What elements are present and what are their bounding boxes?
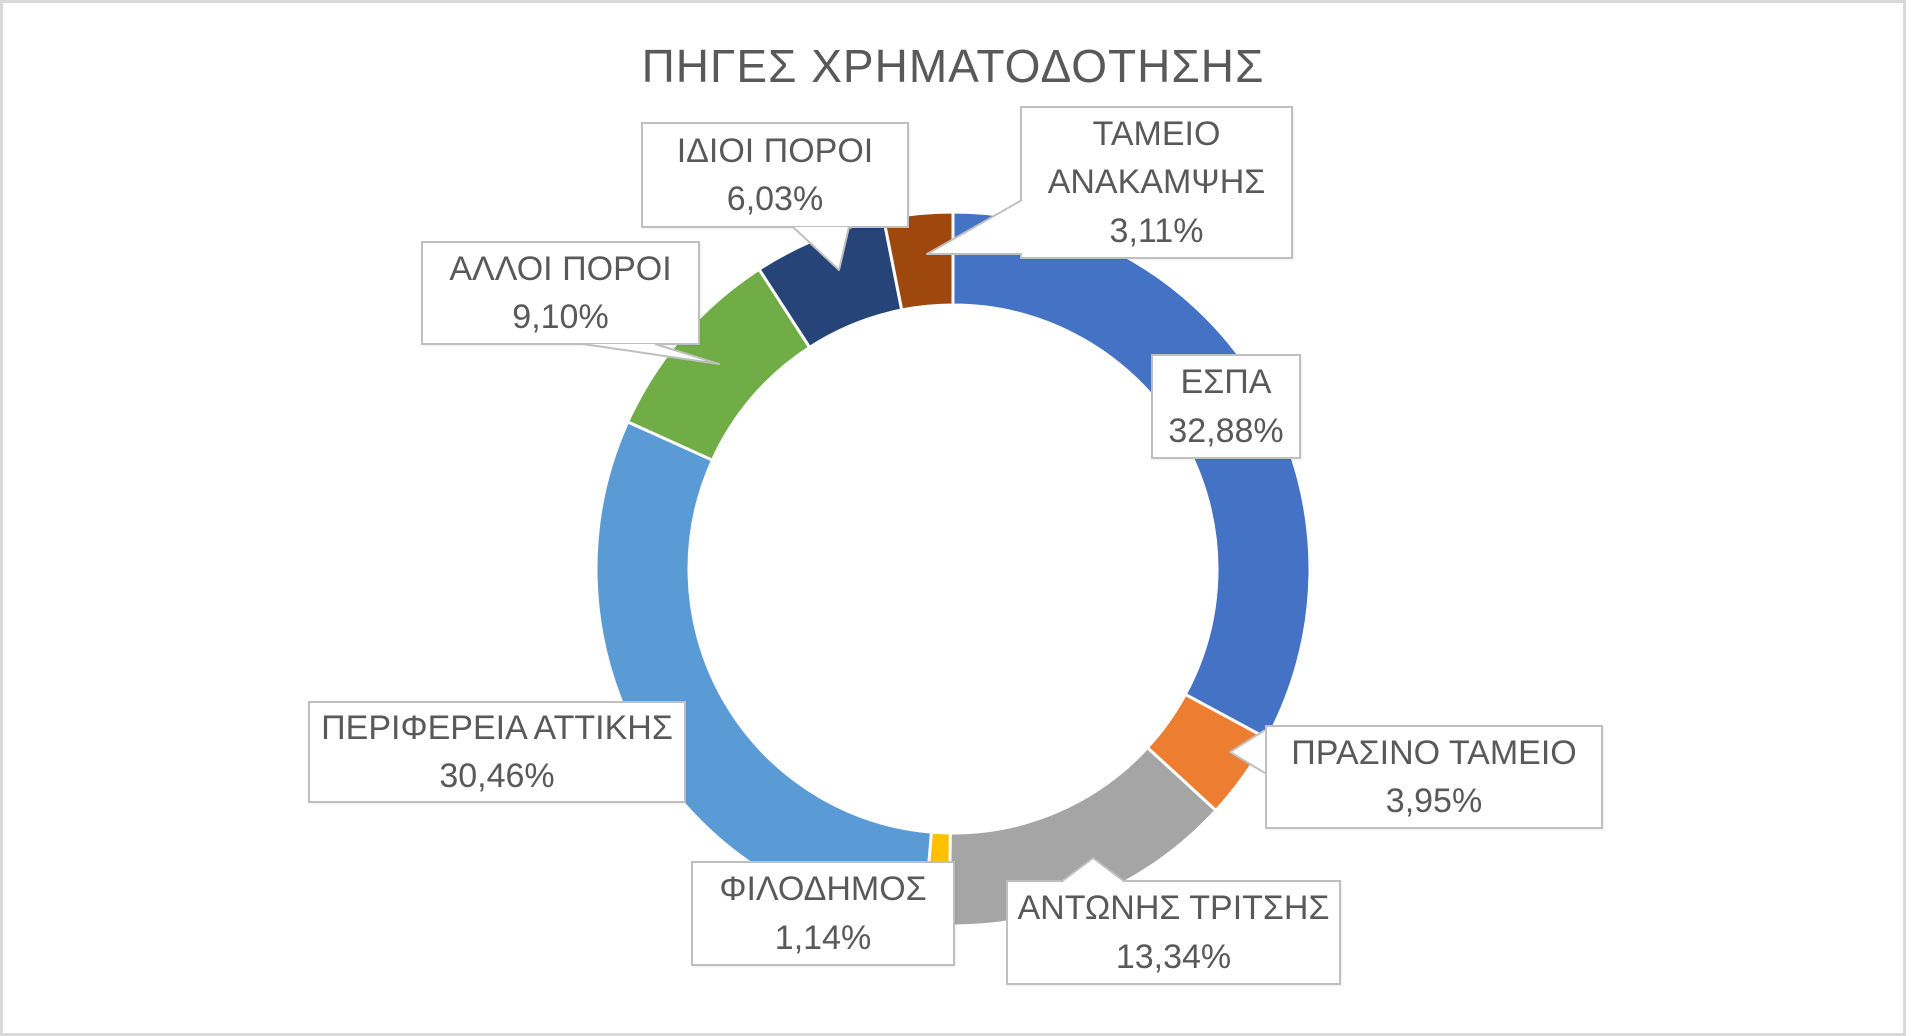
callout-label: ΑΝΑΚΑΜΨΗΣ bbox=[1047, 163, 1266, 202]
callout-label: ΠΡΑΣΙΝΟ ΤΑΜΕΙΟ bbox=[1291, 733, 1577, 772]
callout-espa[interactable]: ΕΣΠΑ 32,88% bbox=[1151, 354, 1301, 459]
callout-label: ΑΛΛΟΙ ΠΟΡΟΙ bbox=[449, 249, 672, 288]
callout-label: ΤΑΜΕΙΟ bbox=[1092, 115, 1221, 154]
slice-perifereia-attikis[interactable] bbox=[594, 419, 933, 927]
callout-antonis-tritsis[interactable]: ΑΝΤΩΝΗΣ ΤΡΙΤΣΗΣ 13,34% bbox=[1006, 880, 1341, 985]
callout-alloi-poroi[interactable]: ΑΛΛΟΙ ΠΟΡΟΙ 9,10% bbox=[421, 241, 700, 345]
callout-percent: 30,46% bbox=[439, 757, 555, 795]
callout-percent: 13,34% bbox=[1115, 937, 1232, 976]
callout-percent: 32,88% bbox=[1168, 411, 1284, 450]
callout-filodimos[interactable]: ΦΙΛΟΔΗΜΟΣ 1,14% bbox=[691, 861, 955, 966]
chart-title: ΠΗΓΕΣ ΧΡΗΜΑΤΟΔΟΤΗΣΗΣ bbox=[641, 40, 1265, 92]
callout-percent: 1,14% bbox=[774, 918, 872, 957]
callout-label: ΦΙΛΟΔΗΜΟΣ bbox=[719, 870, 927, 909]
callout-perifereia-attikis[interactable]: ΠΕΡΙΦΕΡΕΙΑ ΑΤΤΙΚΗΣ 30,46% bbox=[308, 701, 686, 803]
callout-percent: 3,95% bbox=[1385, 782, 1483, 820]
slice-espa[interactable] bbox=[951, 210, 1312, 741]
callout-label: ΠΕΡΙΦΕΡΕΙΑ ΑΤΤΙΚΗΣ bbox=[321, 708, 673, 747]
callout-idioi-poroi[interactable]: ΙΔΙΟΙ ΠΟΡΟΙ 6,03% bbox=[641, 122, 909, 228]
callout-percent: 6,03% bbox=[726, 180, 824, 218]
callout-label: ΑΝΤΩΝΗΣ ΤΡΙΤΣΗΣ bbox=[1017, 889, 1330, 928]
callout-percent: 9,10% bbox=[512, 298, 609, 336]
callout-label: ΕΣΠΑ bbox=[1180, 363, 1272, 402]
callout-label: ΙΔΙΟΙ ΠΟΡΟΙ bbox=[676, 131, 874, 170]
callout-tameio-anakampsis[interactable]: ΤΑΜΕΙΟ ΑΝΑΚΑΜΨΗΣ 3,11% bbox=[1020, 106, 1293, 259]
callout-prasino-tameio[interactable]: ΠΡΑΣΙΝΟ ΤΑΜΕΙΟ 3,95% bbox=[1265, 725, 1603, 829]
callout-percent: 3,11% bbox=[1109, 211, 1204, 250]
